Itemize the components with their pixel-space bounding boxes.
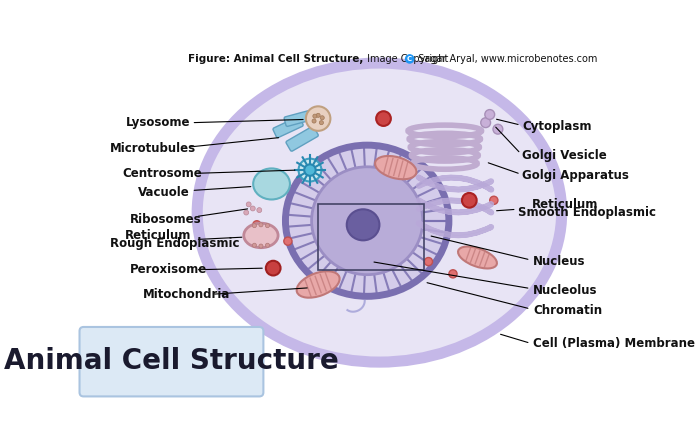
Text: Reticulum: Reticulum bbox=[125, 229, 191, 242]
Text: Nucleolus: Nucleolus bbox=[533, 284, 598, 297]
FancyBboxPatch shape bbox=[80, 327, 263, 396]
Ellipse shape bbox=[306, 106, 330, 131]
Ellipse shape bbox=[346, 209, 379, 240]
Ellipse shape bbox=[458, 246, 497, 268]
Ellipse shape bbox=[246, 202, 251, 207]
Text: Lysosome: Lysosome bbox=[126, 116, 190, 129]
Ellipse shape bbox=[375, 156, 416, 179]
Text: Centrosome: Centrosome bbox=[122, 167, 202, 180]
Text: Golgi Vesicle: Golgi Vesicle bbox=[522, 149, 607, 162]
Ellipse shape bbox=[253, 243, 256, 247]
FancyArrowPatch shape bbox=[419, 223, 491, 236]
Ellipse shape bbox=[244, 210, 248, 215]
Ellipse shape bbox=[253, 224, 256, 228]
Text: Reticulum: Reticulum bbox=[531, 198, 598, 211]
Text: Ribosomes: Ribosomes bbox=[130, 213, 202, 226]
Ellipse shape bbox=[257, 208, 262, 212]
Ellipse shape bbox=[320, 116, 324, 120]
Ellipse shape bbox=[197, 63, 561, 362]
Text: Cell (Plasma) Membrane: Cell (Plasma) Membrane bbox=[533, 337, 695, 350]
Ellipse shape bbox=[265, 224, 270, 228]
Ellipse shape bbox=[485, 110, 495, 120]
Text: Rough Endoplasmic: Rough Endoplasmic bbox=[110, 237, 239, 250]
Ellipse shape bbox=[490, 196, 498, 204]
Circle shape bbox=[405, 55, 414, 63]
Ellipse shape bbox=[312, 167, 423, 275]
FancyArrowPatch shape bbox=[419, 177, 491, 190]
FancyBboxPatch shape bbox=[286, 126, 318, 151]
Text: Chromatin: Chromatin bbox=[533, 304, 602, 317]
Ellipse shape bbox=[304, 164, 316, 176]
Text: Animal Cell Structure: Animal Cell Structure bbox=[4, 347, 338, 375]
Ellipse shape bbox=[284, 237, 292, 245]
Ellipse shape bbox=[319, 121, 323, 125]
Ellipse shape bbox=[251, 206, 256, 211]
FancyArrowPatch shape bbox=[419, 200, 491, 213]
FancyArrowPatch shape bbox=[419, 177, 491, 190]
Ellipse shape bbox=[462, 193, 477, 208]
Text: Mitochondria: Mitochondria bbox=[142, 288, 230, 301]
Text: Smooth Endoplasmic: Smooth Endoplasmic bbox=[518, 206, 657, 219]
Ellipse shape bbox=[298, 159, 321, 181]
Ellipse shape bbox=[265, 243, 270, 247]
Ellipse shape bbox=[316, 113, 320, 117]
Ellipse shape bbox=[424, 258, 433, 266]
Ellipse shape bbox=[376, 111, 391, 126]
Ellipse shape bbox=[449, 270, 457, 278]
Ellipse shape bbox=[493, 124, 503, 134]
Text: Vacuole: Vacuole bbox=[139, 185, 190, 198]
FancyBboxPatch shape bbox=[284, 111, 312, 126]
Ellipse shape bbox=[286, 145, 449, 296]
Text: Sagar Aryal, www.microbenotes.com: Sagar Aryal, www.microbenotes.com bbox=[414, 54, 597, 64]
Text: Golgi Apparatus: Golgi Apparatus bbox=[522, 169, 629, 182]
Ellipse shape bbox=[313, 114, 317, 118]
Ellipse shape bbox=[312, 119, 316, 123]
Ellipse shape bbox=[297, 271, 340, 297]
Text: Image Copyright: Image Copyright bbox=[364, 54, 452, 64]
Ellipse shape bbox=[253, 221, 261, 229]
Text: Nucleus: Nucleus bbox=[533, 255, 586, 268]
Ellipse shape bbox=[259, 223, 263, 227]
Text: Figure: Animal Cell Structure,: Figure: Animal Cell Structure, bbox=[188, 54, 363, 64]
Text: Microtubules: Microtubules bbox=[110, 142, 196, 155]
Text: Peroxisome: Peroxisome bbox=[130, 263, 207, 276]
Ellipse shape bbox=[481, 118, 491, 128]
Ellipse shape bbox=[253, 168, 290, 199]
FancyBboxPatch shape bbox=[273, 116, 303, 138]
Ellipse shape bbox=[244, 223, 278, 248]
Ellipse shape bbox=[259, 244, 263, 248]
Text: Cytoplasm: Cytoplasm bbox=[522, 120, 592, 133]
Text: C: C bbox=[407, 56, 412, 62]
FancyArrowPatch shape bbox=[419, 200, 491, 213]
Ellipse shape bbox=[266, 261, 281, 276]
